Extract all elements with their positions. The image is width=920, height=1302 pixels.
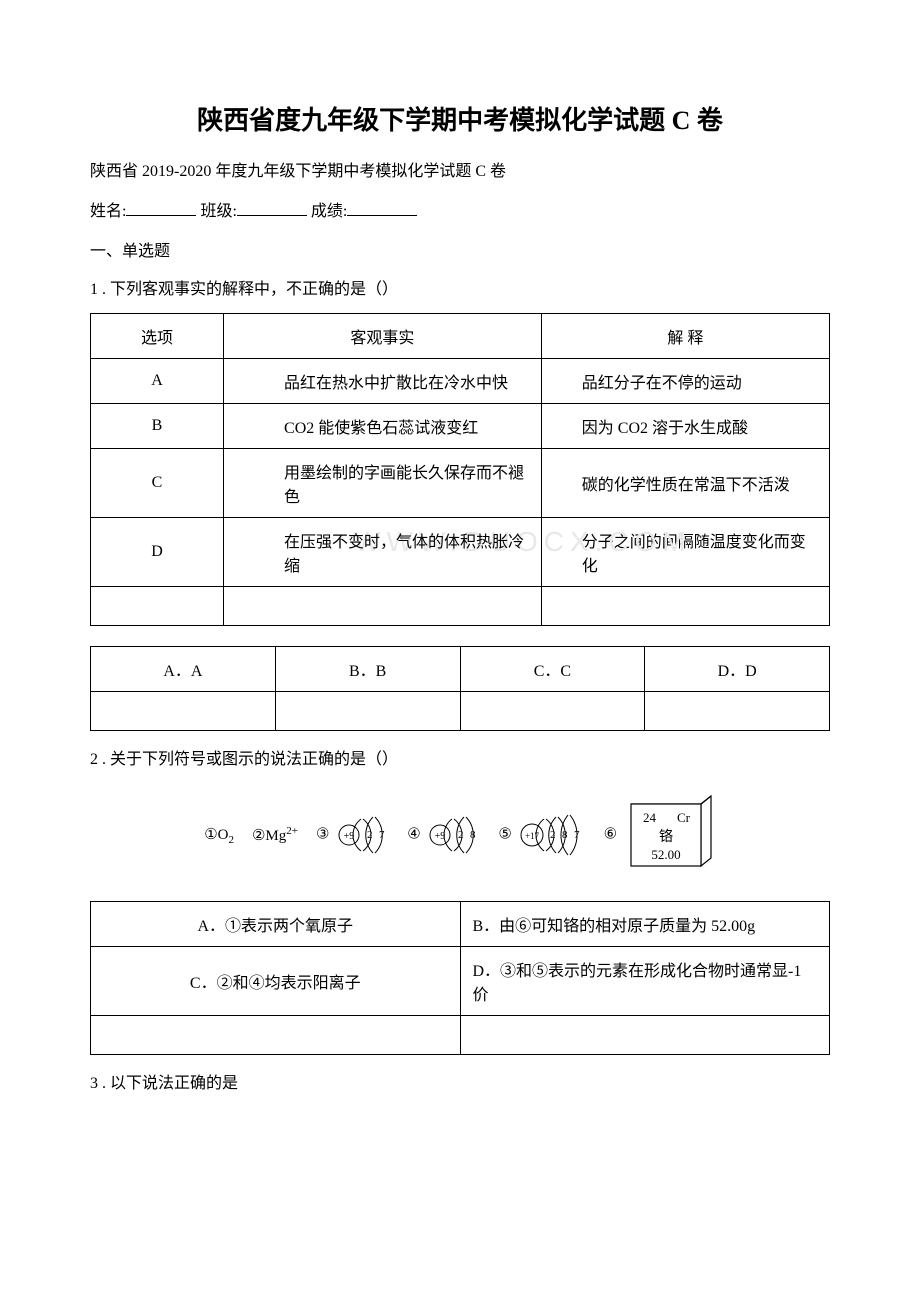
table-row: C 用墨绘制的字画能长久保存而不褪色 碳的化学性质在常温下不活泼	[91, 449, 830, 518]
svg-text:2: 2	[458, 829, 464, 841]
table-row: C．②和④均表示阳离子 D．③和⑤表示的元素在形成化合物时通常显-1 价	[91, 947, 830, 1016]
atom-diagram-5: +17 2 8 7	[516, 810, 586, 860]
item-1: ①O2	[204, 825, 234, 846]
info-line: 姓名: 班级: 成绩:	[90, 197, 830, 221]
q2-options-table: A．①表示两个氧原子 B．由⑥可知铬的相对原子质量为 52.00g C．②和④均…	[90, 901, 830, 1055]
fact-cell: WWW.DUOCX.COM 在压强不变时，气体的体积热胀冷缩	[224, 518, 542, 587]
element-box-icon: 24 Cr 铬 52.00	[621, 794, 716, 876]
svg-text:+17: +17	[525, 831, 540, 841]
table-row-empty	[91, 587, 830, 626]
table-row: A．①表示两个氧原子 B．由⑥可知铬的相对原子质量为 52.00g	[91, 902, 830, 947]
exp-cell: 碳的化学性质在常温下不活泼	[541, 449, 829, 518]
subtitle: 陕西省 2019-2020 年度九年级下学期中考模拟化学试题 C 卷	[90, 157, 830, 181]
empty-cell	[460, 1016, 830, 1055]
svg-text:24: 24	[643, 810, 657, 825]
option-cell: A	[91, 359, 224, 404]
exp-cell: 因为 CO2 溶于水生成酸	[541, 404, 829, 449]
table-row: A 品红在热水中扩散比在冷水中快 品红分子在不停的运动	[91, 359, 830, 404]
svg-text:7: 7	[379, 829, 385, 841]
svg-text:7: 7	[574, 829, 580, 841]
fact-text: 在压强不变时，气体的体积热胀冷缩	[284, 534, 524, 575]
svg-text:8: 8	[562, 829, 568, 841]
table-row-empty	[91, 692, 830, 731]
svg-text:铬: 铬	[659, 829, 673, 845]
empty-cell	[275, 692, 460, 731]
table-row: D WWW.DUOCX.COM 在压强不变时，气体的体积热胀冷缩 分子之间的间隔…	[91, 518, 830, 587]
question-1: 1 . 下列客观事实的解释中，不正确的是（）	[90, 275, 830, 299]
fact-cell: 品红在热水中扩散比在冷水中快	[224, 359, 542, 404]
score-label: 成绩:	[311, 203, 347, 220]
question-2: 2 . 关于下列符号或图示的说法正确的是（）	[90, 745, 830, 769]
option-b: B．由⑥可知铬的相对原子质量为 52.00g	[460, 902, 830, 947]
empty-cell	[224, 587, 542, 626]
option-cell: D	[91, 518, 224, 587]
table-row-empty	[91, 1016, 830, 1055]
item-4: ④ +9 2 8	[407, 811, 480, 859]
option-d: D．D	[645, 647, 830, 692]
table-row: 选项 客观事实 解 释	[91, 314, 830, 359]
option-cell: B	[91, 404, 224, 449]
class-blank	[237, 198, 307, 216]
question-3: 3 . 以下说法正确的是	[90, 1069, 830, 1093]
item-3: ③ +9 2 7	[316, 811, 389, 859]
option-c: C．②和④均表示阳离子	[91, 947, 461, 1016]
option-a: A．A	[91, 647, 276, 692]
item-6: ⑥ 24 Cr 铬 52.00	[604, 794, 716, 876]
svg-text:2: 2	[550, 829, 556, 841]
option-cell: C	[91, 449, 224, 518]
table-row: A．A B．B C．C D．D	[91, 647, 830, 692]
svg-text:Cr: Cr	[677, 810, 691, 825]
name-blank	[126, 198, 196, 216]
score-blank	[347, 198, 417, 216]
empty-cell	[91, 587, 224, 626]
atom-diagram-4: +9 2 8	[424, 811, 480, 859]
empty-cell	[91, 692, 276, 731]
svg-text:2: 2	[367, 829, 373, 841]
fact-cell: 用墨绘制的字画能长久保存而不褪色	[224, 449, 542, 518]
option-d: D．③和⑤表示的元素在形成化合物时通常显-1 价	[460, 947, 830, 1016]
svg-text:8: 8	[470, 829, 476, 841]
exp-cell: 品红分子在不停的运动	[541, 359, 829, 404]
table-header: 解 释	[541, 314, 829, 359]
table-row: B CO2 能使紫色石蕊试液变红 因为 CO2 溶于水生成酸	[91, 404, 830, 449]
svg-text:52.00: 52.00	[651, 847, 680, 862]
option-a: A．①表示两个氧原子	[91, 902, 461, 947]
q2-diagram-row: ①O2 ②Mg2+ ③ +9 2 7 ④ +9 2 8 ⑤	[90, 794, 830, 876]
table-header: 客观事实	[224, 314, 542, 359]
atom-diagram-3: +9 2 7	[333, 811, 389, 859]
q1-table: 选项 客观事实 解 释 A 品红在热水中扩散比在冷水中快 品红分子在不停的运动 …	[90, 313, 830, 626]
class-label: 班级:	[200, 203, 236, 220]
exp-cell: 分子之间的间隔随温度变化而变化	[541, 518, 829, 587]
item-2: ②Mg2+	[252, 825, 298, 845]
name-label: 姓名:	[90, 203, 126, 220]
page-title: 陕西省度九年级下学期中考模拟化学试题 C 卷	[90, 100, 830, 137]
option-c: C．C	[460, 647, 645, 692]
q1-options-table: A．A B．B C．C D．D	[90, 646, 830, 731]
empty-cell	[541, 587, 829, 626]
empty-cell	[460, 692, 645, 731]
fact-cell: CO2 能使紫色石蕊试液变红	[224, 404, 542, 449]
table-header: 选项	[91, 314, 224, 359]
section-label: 一、单选题	[90, 237, 830, 261]
empty-cell	[91, 1016, 461, 1055]
item-5: ⑤ +17 2 8 7	[498, 810, 585, 860]
option-b: B．B	[275, 647, 460, 692]
empty-cell	[645, 692, 830, 731]
